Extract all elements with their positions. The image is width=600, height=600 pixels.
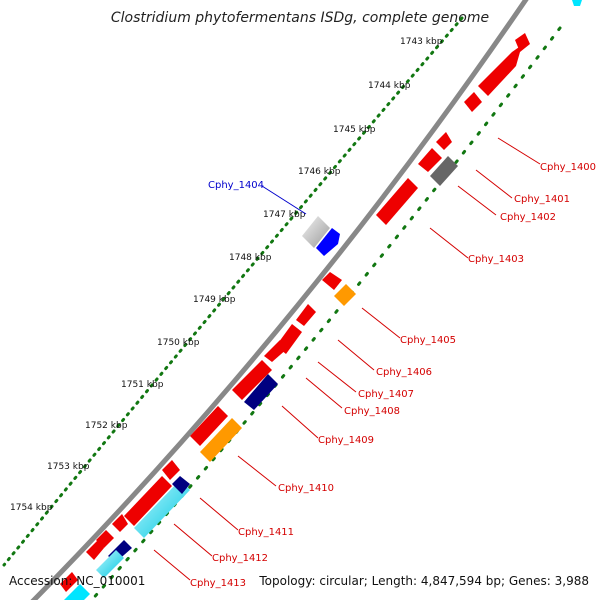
kbp-tick: 1753 kbp (47, 462, 90, 472)
gene-label[interactable]: Cphy_1402 (500, 212, 556, 223)
gene-label[interactable]: Cphy_1408 (344, 406, 400, 417)
gene-feature[interactable] (190, 406, 228, 446)
kbp-tick: 1744 kbp (368, 81, 411, 91)
gene-label[interactable]: Cphy_1413 (190, 578, 246, 589)
gene-feature[interactable] (376, 178, 418, 225)
kbp-tick: 1745 kbp (333, 125, 376, 135)
gene-label[interactable]: Cphy_1403 (468, 254, 524, 265)
kbp-tick: 1752 kbp (85, 421, 128, 431)
gene-feature[interactable] (112, 514, 128, 532)
gene-label[interactable]: Cphy_1404 (208, 180, 264, 191)
inner-tick-track (89, 26, 562, 600)
kbp-tick: 1748 kbp (229, 253, 272, 263)
gene-feature[interactable] (172, 476, 190, 494)
gene-label[interactable]: Cphy_1406 (376, 367, 432, 378)
gene-label[interactable]: Cphy_1407 (358, 389, 414, 400)
gene-label[interactable]: Cphy_1410 (278, 483, 334, 494)
leader-line (237, 455, 277, 487)
leader-line (153, 549, 191, 581)
gene-feature[interactable] (232, 360, 272, 400)
leader-line (281, 405, 319, 439)
gene-feature[interactable] (124, 476, 172, 526)
leader-line (317, 361, 357, 393)
gene-feature[interactable] (418, 148, 442, 172)
gene-feature[interactable] (436, 132, 452, 150)
gene-feature[interactable] (264, 340, 288, 362)
gene-feature[interactable] (572, 0, 582, 6)
gene-feature[interactable] (162, 460, 180, 480)
gene-feature[interactable] (478, 45, 522, 96)
kbp-tick: 1754 kbp (10, 503, 53, 513)
kbp-tick: 1751 kbp (121, 380, 164, 390)
gene-feature[interactable] (200, 418, 242, 462)
map-title: Clostridium phytofermentans ISDg, comple… (111, 10, 489, 26)
outer-tick-track (2, 16, 464, 567)
gene-feature[interactable] (96, 550, 124, 578)
gene-feature[interactable] (515, 33, 530, 52)
gene-label[interactable]: Cphy_1409 (318, 435, 374, 446)
leader-line (457, 185, 497, 216)
leader-line (475, 169, 513, 199)
gene-label[interactable]: Cphy_1412 (212, 553, 268, 564)
leader-line (173, 523, 213, 557)
kbp-tick: 1743 kbp (400, 37, 443, 47)
genome-backbone (30, 0, 529, 600)
gene-feature[interactable] (296, 304, 316, 326)
leader-line (361, 307, 401, 339)
gene-feature[interactable] (322, 272, 342, 290)
gene-label[interactable]: Cphy_1411 (238, 527, 294, 538)
gene-feature[interactable] (464, 92, 482, 112)
gene-feature[interactable] (302, 216, 330, 248)
leader-line (429, 227, 469, 259)
gene-feature[interactable] (244, 374, 278, 410)
gene-label[interactable]: Cphy_1400 (540, 162, 596, 173)
gene-feature[interactable] (334, 284, 356, 306)
gene-feature[interactable] (134, 480, 190, 538)
genome-summary-text: Topology: circular; Length: 4,847,594 bp… (258, 574, 589, 588)
gene-feature[interactable] (64, 584, 90, 600)
leader-line (497, 137, 541, 165)
kbp-tick: 1749 kbp (193, 295, 236, 305)
kbp-tick: 1750 kbp (157, 338, 200, 348)
leader-line (337, 339, 375, 371)
gene-feature[interactable] (86, 540, 104, 560)
kbp-tick: 1746 kbp (298, 167, 341, 177)
kbp-tick: 1747 kbp (263, 210, 306, 220)
leader-line (261, 185, 307, 215)
gene-feature[interactable] (60, 572, 78, 592)
gene-label[interactable]: Cphy_1405 (400, 335, 456, 346)
gene-feature[interactable] (430, 156, 458, 186)
leader-line (199, 497, 239, 531)
gene-label[interactable]: Cphy_1401 (514, 194, 570, 205)
leader-line (305, 377, 343, 409)
accession-text: Accession: NC_010001 (9, 574, 145, 588)
gene-feature[interactable] (316, 228, 340, 256)
